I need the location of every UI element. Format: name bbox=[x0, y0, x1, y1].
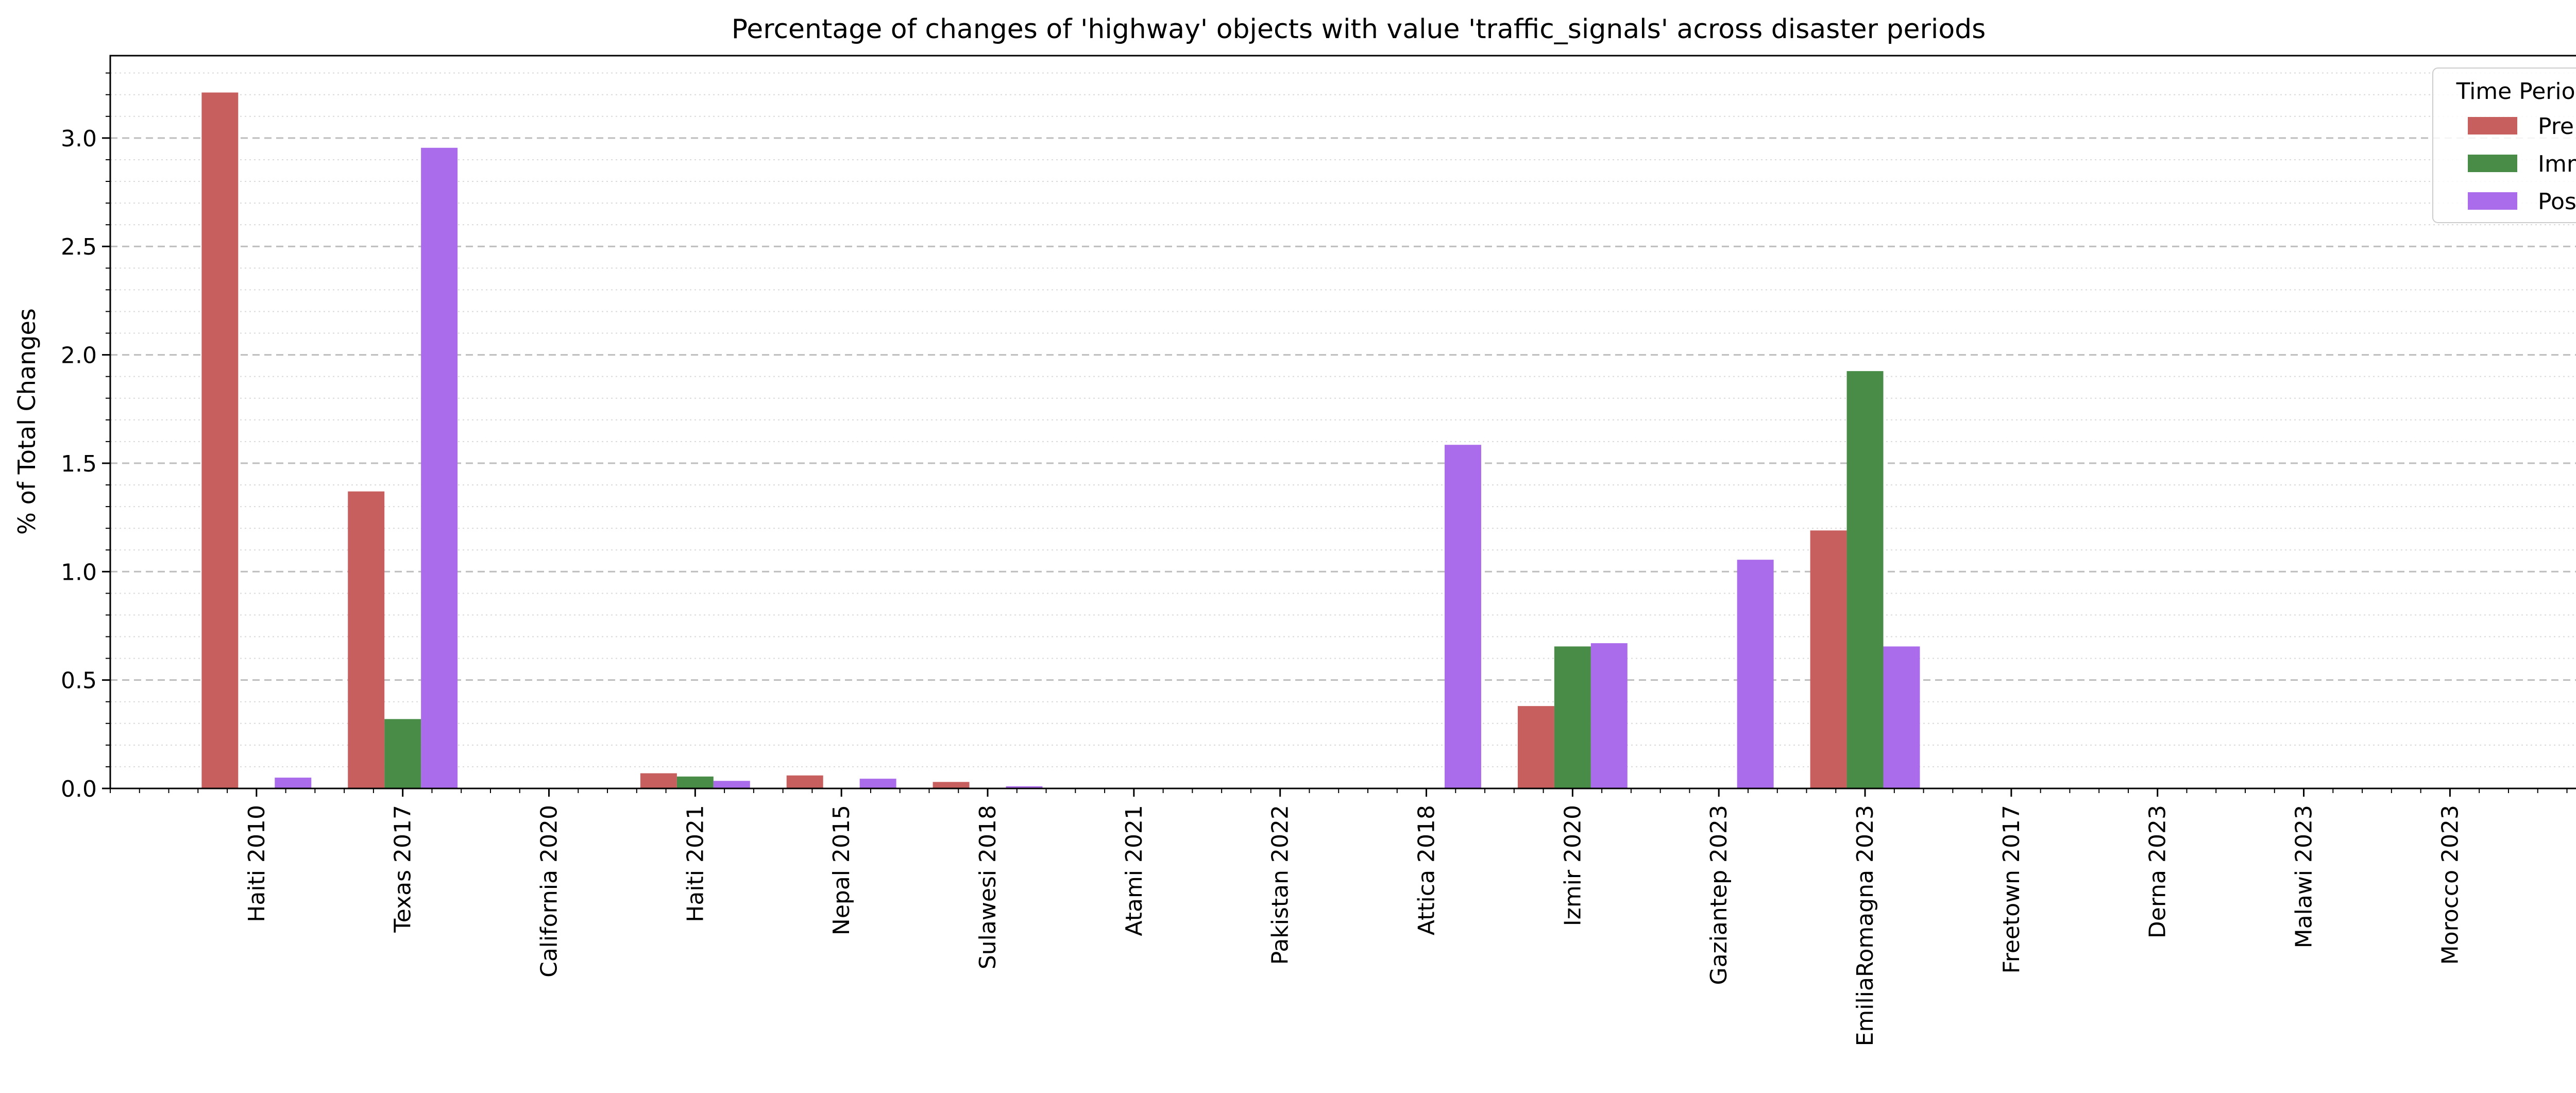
bar-pre-0 bbox=[201, 92, 239, 788]
bar-post-8 bbox=[1445, 445, 1481, 788]
plot-frame bbox=[109, 55, 2576, 789]
x-tick-label: Freetown 2017 bbox=[1998, 805, 2025, 973]
x-tick-label: Izmir 2020 bbox=[1560, 805, 1586, 926]
bars bbox=[201, 92, 1920, 789]
legend-label-imm: Imm bbox=[2538, 151, 2576, 177]
legend: Time Period Pre Imm Post bbox=[2432, 68, 2576, 223]
bar-pre-11 bbox=[1810, 530, 1847, 788]
bar-post-1 bbox=[421, 147, 458, 789]
bar-pre-3 bbox=[640, 773, 677, 788]
axes: 0.0 0.5 1.0 1.5 2.0 2.5 3.0 Haiti 2010 Texas 201… bbox=[61, 55, 2576, 1046]
bar-post-0 bbox=[275, 777, 312, 788]
bar-imm-1 bbox=[384, 719, 421, 788]
legend-label-pre: Pre bbox=[2538, 113, 2574, 140]
x-tick-label: Malawi 2023 bbox=[2291, 805, 2317, 948]
x-tick-label: Attica 2018 bbox=[1414, 805, 1440, 935]
x-tick-label: Nepal 2015 bbox=[828, 805, 855, 935]
x-tick-label: Pakistan 2022 bbox=[1267, 805, 1294, 965]
bar-post-10 bbox=[1737, 560, 1774, 788]
y-tick-label: 2.5 bbox=[61, 234, 97, 260]
x-tick-label: Haiti 2010 bbox=[244, 805, 270, 922]
y-tick-label: 2.0 bbox=[61, 343, 97, 369]
y-tick-label: 3.0 bbox=[61, 126, 97, 152]
x-tick-label: Gaziantep 2023 bbox=[1706, 805, 1732, 985]
x-tick-label: Haiti 2021 bbox=[682, 805, 708, 922]
x-tick-label: Sulawesi 2018 bbox=[975, 805, 1001, 969]
y-tick-label: 1.0 bbox=[61, 559, 97, 585]
y-tick-label: 0.0 bbox=[61, 776, 97, 802]
x-tick-label: Texas 2017 bbox=[390, 805, 416, 933]
legend-label-post: Post bbox=[2538, 189, 2576, 215]
chart-title: Percentage of changes of 'highway' objec… bbox=[732, 14, 1986, 45]
legend-swatch-imm bbox=[2468, 155, 2517, 172]
bar-post-4 bbox=[859, 779, 896, 788]
grid-lines bbox=[110, 72, 2576, 767]
bar-pre-5 bbox=[933, 782, 970, 788]
bar-post-9 bbox=[1590, 643, 1628, 788]
legend-title: Time Period bbox=[2456, 78, 2576, 105]
bar-pre-4 bbox=[786, 775, 823, 788]
x-tick-label: EmiliaRomagna 2023 bbox=[1852, 805, 1878, 1046]
legend-swatch-post bbox=[2468, 192, 2517, 210]
y-tick-label: 0.5 bbox=[61, 668, 97, 694]
x-tick-label: Morocco 2023 bbox=[2437, 805, 2463, 965]
x-tick-label: Derna 2023 bbox=[2145, 805, 2171, 938]
bar-post-5 bbox=[1006, 786, 1043, 788]
x-tick-label: Atami 2021 bbox=[1121, 805, 1147, 936]
bar-pre-1 bbox=[348, 491, 385, 788]
legend-box bbox=[2432, 68, 2576, 223]
bar-post-11 bbox=[1883, 646, 1920, 788]
x-tick-label: California 2020 bbox=[536, 805, 563, 978]
legend-swatch-pre bbox=[2468, 117, 2517, 134]
y-tick-label: 1.5 bbox=[61, 451, 97, 477]
bar-imm-3 bbox=[676, 776, 714, 788]
y-axis-label: % of Total Changes bbox=[13, 308, 41, 534]
bar-pre-9 bbox=[1517, 706, 1554, 788]
bar-imm-9 bbox=[1554, 646, 1591, 788]
bar-post-3 bbox=[713, 781, 750, 788]
bar-imm-11 bbox=[1846, 371, 1884, 788]
